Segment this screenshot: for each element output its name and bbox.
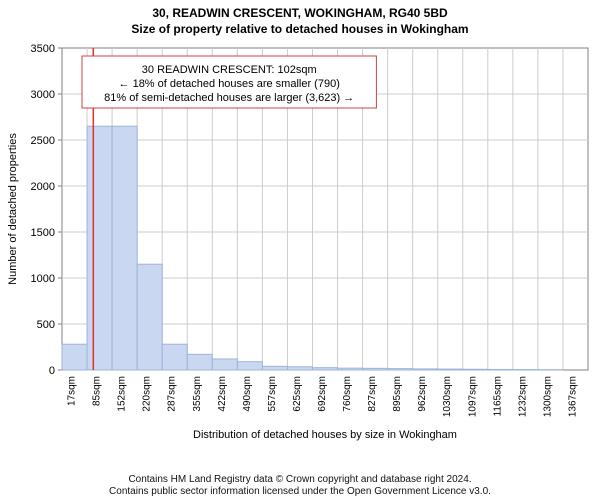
chart-title-subtitle: Size of property relative to detached ho… [0,20,600,36]
tick-label-x: 827sqm [367,376,378,412]
histogram-bar [287,367,312,370]
tick-label-y: 3500 [31,43,55,55]
tick-label-x: 1030sqm [442,376,453,417]
chart-svg: 0 500 1000 1500 2000 2500 3000 3500 17sqm 85sqm 15… [0,40,600,460]
annotation-line: 81% of semi-detached houses are larger (… [104,92,354,104]
tick-label-y: 2500 [31,135,55,147]
y-axis-label: Number of detached properties [7,133,19,285]
histogram-bar [413,369,438,370]
tick-label-y: 3000 [31,89,55,101]
footer-line1: Contains HM Land Registry data © Crown c… [0,474,600,486]
tick-label-x: 85sqm [92,376,103,406]
histogram-bar [187,354,212,370]
tick-label-x: 1165sqm [492,376,503,416]
histogram-bar [212,359,237,370]
tick-label-y: 2000 [31,181,55,193]
annotation-line: ← 18% of detached houses are smaller (79… [119,78,340,90]
histogram-bar [312,368,337,370]
tick-label-x: 422sqm [217,376,228,412]
tick-label-x: 1232sqm [517,376,528,417]
histogram-bar [438,369,463,370]
tick-label-x: 17sqm [67,376,78,406]
tick-label-x: 1300sqm [542,376,553,417]
tick-label-x: 490sqm [242,376,253,412]
tick-label-x: 355sqm [192,376,203,412]
histogram-bar [87,126,112,370]
tick-label-x: 287sqm [167,376,178,412]
footer-line2: Contains public sector information licen… [0,486,600,498]
histogram-bar [463,369,488,370]
tick-label-y: 0 [49,365,55,377]
histogram-bar [137,264,162,370]
histogram-chart: 0 500 1000 1500 2000 2500 3000 3500 17sqm 85sqm 15… [0,40,600,460]
histogram-bar [112,126,137,370]
tick-label-y: 500 [37,319,55,331]
tick-label-x: 557sqm [267,376,278,412]
tick-label-x: 152sqm [117,376,128,412]
histogram-bar [162,344,187,370]
tick-label-x: 625sqm [292,376,303,412]
tick-label-y: 1500 [31,227,55,239]
histogram-bar [262,366,287,370]
tick-label-x: 895sqm [392,376,403,412]
tick-label-x: 1097sqm [467,376,478,417]
x-axis-label: Distribution of detached houses by size … [193,429,457,441]
chart-title-address: 30, READWIN CRESCENT, WOKINGHAM, RG40 5B… [0,0,600,20]
attribution-footer: Contains HM Land Registry data © Crown c… [0,474,600,498]
histogram-bar [363,368,388,370]
histogram-bar [388,369,413,370]
tick-label-x: 220sqm [142,376,153,412]
tick-label-y: 1000 [31,273,55,285]
histogram-bar [237,362,262,370]
histogram-bar [488,369,513,370]
tick-label-x: 692sqm [317,376,328,412]
histogram-bar [338,368,363,370]
tick-label-x: 962sqm [417,376,428,412]
tick-label-x: 1367sqm [567,376,578,417]
histogram-bar [62,344,87,370]
tick-label-x: 760sqm [342,376,353,412]
annotation-line: 30 READWIN CRESCENT: 102sqm [142,64,317,76]
